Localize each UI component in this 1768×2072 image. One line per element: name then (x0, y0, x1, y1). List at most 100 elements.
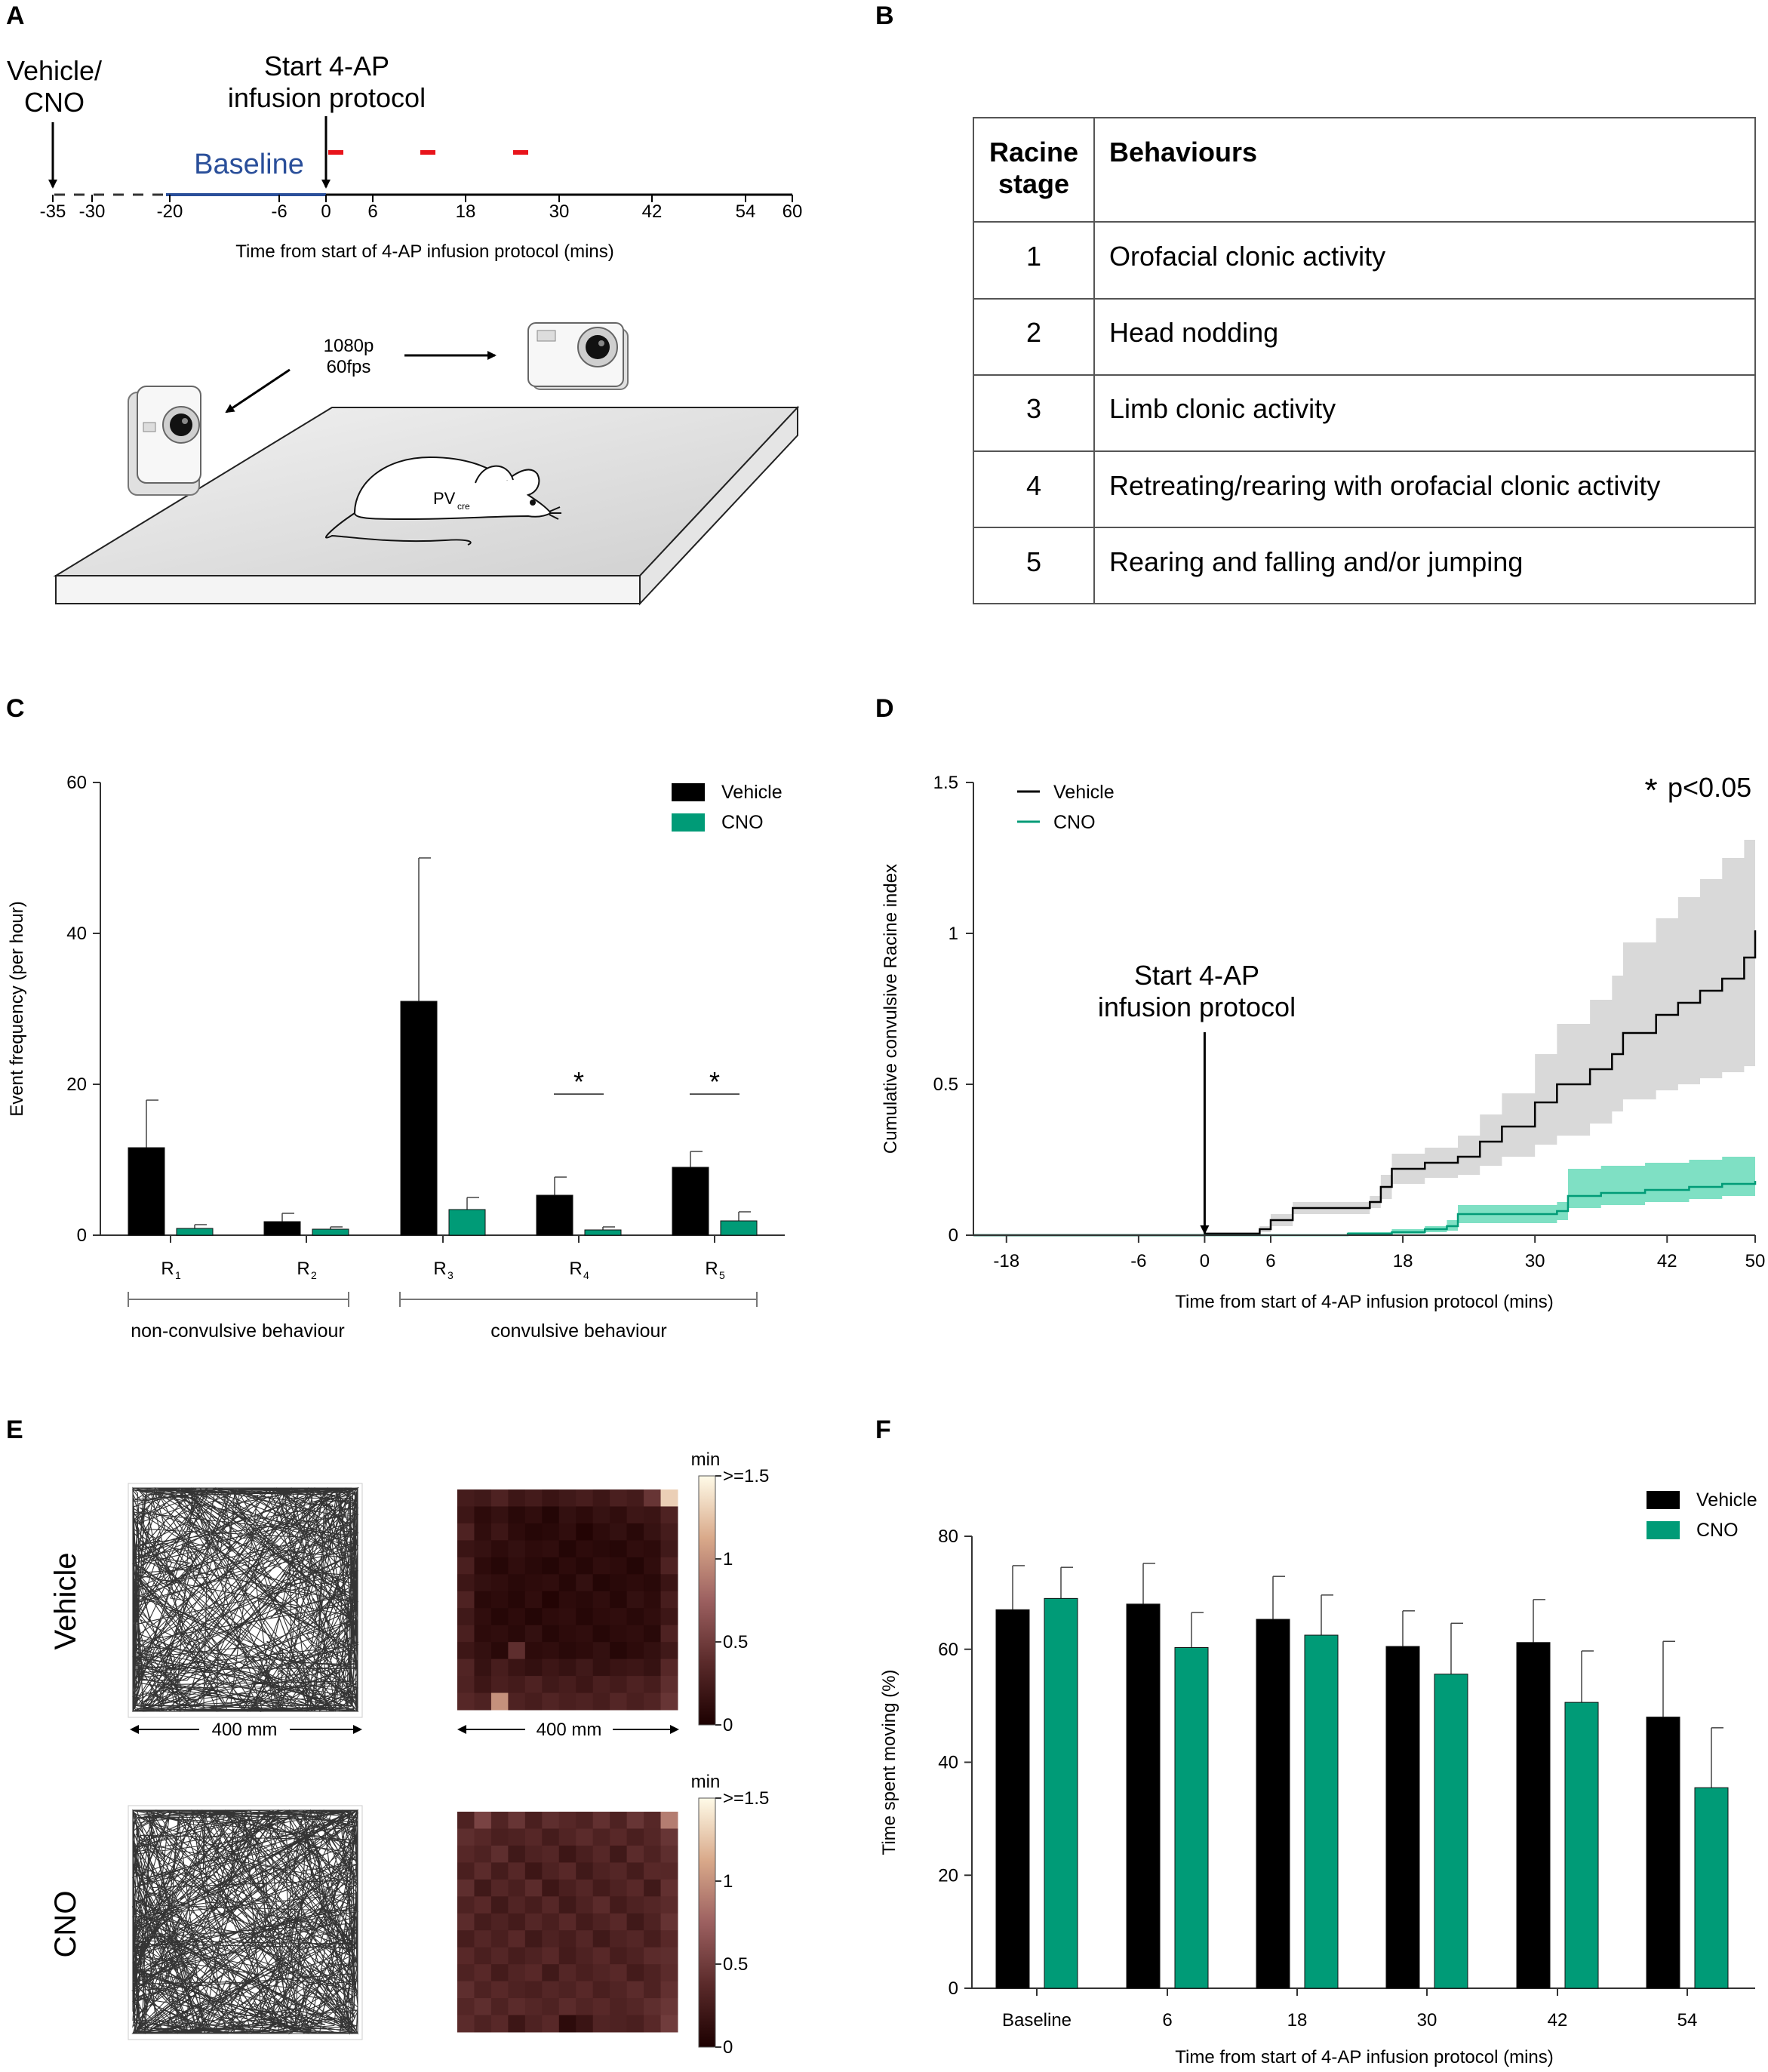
heatmap-cell (558, 1964, 577, 1982)
heatmap-cell (592, 2015, 610, 2033)
colorbar-tick-label: 1 (723, 1871, 733, 1892)
start-protocol-label-line2: infusion protocol (228, 82, 426, 113)
legend-swatch-cno (1647, 1521, 1680, 1539)
scale-arrowhead (457, 1725, 466, 1734)
heatmap-cell (626, 1489, 644, 1507)
heatmap-cell (660, 1659, 678, 1677)
bar-vehicle (1516, 1642, 1551, 1989)
panel-a: Vehicle/ CNO Start 4-AP infusion protoco… (7, 51, 803, 606)
heatmap-cell (592, 1896, 610, 1914)
heatmap-cell (644, 1947, 662, 1965)
arena-platform-side (639, 405, 798, 606)
heatmap-cell (558, 1828, 577, 1846)
bar-cno (1564, 1702, 1599, 1989)
table-header-stage-line1: Racine (989, 137, 1078, 168)
heatmap-cell (474, 1608, 492, 1626)
heatmap-cell (542, 1506, 560, 1524)
heatmap-cell (508, 1913, 526, 1931)
y-tick-label: 20 (66, 1074, 87, 1095)
heatmap-cell (558, 1557, 577, 1575)
vehicle-line (973, 930, 1757, 1237)
heatmap-cell (660, 1998, 678, 2016)
heatmap-cell (490, 1828, 509, 1846)
heatmap-cell (626, 1964, 644, 1982)
heatmap-cell (490, 1879, 509, 1897)
heatmap-cell (542, 1676, 560, 1694)
heatmap-cell (660, 1591, 678, 1609)
colorbar-tick-label: >=1.5 (723, 1788, 769, 1809)
heatmap-cell (474, 1506, 492, 1524)
heatmap-cell (644, 1574, 662, 1592)
start-protocol-label-line1: Start 4-AP (264, 51, 389, 81)
timeline-tick-label: 60 (783, 201, 803, 222)
heatmap-cell (457, 1659, 475, 1677)
heatmap-cell (576, 1812, 594, 1829)
bar-vehicle (263, 1221, 301, 1236)
heatmap-cell (626, 1574, 644, 1592)
heatmap-cell (524, 1642, 543, 1660)
heatmap-cell (592, 1659, 610, 1677)
bar-cno (312, 1228, 349, 1236)
heatmap-cell (542, 1964, 560, 1982)
heatmap-cell (558, 1540, 577, 1558)
heatmap-cell (610, 1676, 628, 1694)
colorbar-tick-label: 0 (723, 2037, 733, 2058)
heatmap-cell (524, 1828, 543, 1846)
heatmap-cell (457, 1574, 475, 1592)
heatmap-cell (457, 1964, 475, 1982)
x-tick-label: 42 (1548, 2010, 1568, 2030)
heatmap-cell (644, 2015, 662, 2033)
timeline-tick-label: -6 (271, 201, 287, 222)
heatmap-cell (660, 1947, 678, 1965)
colorbar-tick-label: 0.5 (723, 1632, 748, 1652)
heatmap-cell (610, 1964, 628, 1982)
heatmap-cell (558, 1489, 577, 1507)
mouse-label-sub: cre (457, 501, 470, 512)
heatmap-cell (610, 1692, 628, 1711)
heatmap-cell (626, 1828, 644, 1846)
heatmap-cell (660, 1896, 678, 1914)
heatmap-cell (542, 1896, 560, 1914)
heatmap-cell (474, 1947, 492, 1965)
camera-icon-left (128, 386, 201, 496)
heatmap-cell (508, 1998, 526, 2016)
heatmap-cell (508, 1523, 526, 1541)
heatmap-cell (626, 1659, 644, 1677)
heatmap-cell (558, 1845, 577, 1863)
heatmap-cell (592, 1489, 610, 1507)
arrow-label-line1: Start 4-AP (1134, 960, 1259, 991)
heatmap-cell (457, 1828, 475, 1846)
heatmap-cell (626, 1523, 644, 1541)
heatmap-cell (490, 1489, 509, 1507)
panel-label-e: E (6, 1416, 23, 1444)
heatmap-cell (490, 1608, 509, 1626)
heatmap-cell (610, 1642, 628, 1660)
heatmap-cell (457, 1812, 475, 1829)
heatmap-cell (660, 1625, 678, 1643)
x-tick-label: R (161, 1259, 174, 1279)
heatmap-cell (576, 1574, 594, 1592)
table-cell-stage: 3 (1026, 393, 1041, 424)
heatmap-cell (474, 1896, 492, 1914)
heatmap-cell (660, 1540, 678, 1558)
heatmap-cell (576, 1608, 594, 1626)
heatmap-cell (474, 1591, 492, 1609)
heatmap-cell (660, 1557, 678, 1575)
vehicle-sem-band (973, 831, 1755, 1235)
group-row-label: CNO (49, 1891, 82, 1958)
heatmap-cell (626, 1896, 644, 1914)
y-tick-label: 40 (938, 1753, 958, 1773)
heatmap-cell (457, 1489, 475, 1507)
bar-vehicle (1126, 1603, 1161, 1989)
table-cell-behaviour: Retreating/rearing with orofacial clonic… (1109, 470, 1660, 501)
bar-cno (176, 1228, 214, 1236)
heatmap-cell (610, 2015, 628, 2033)
legend-label: Vehicle (1053, 782, 1115, 803)
x-tick-label: R (569, 1259, 582, 1279)
bar-cno (1304, 1634, 1339, 1989)
heatmap-cell (592, 1540, 610, 1558)
table-cell-behaviour: Rearing and falling and/or jumping (1109, 546, 1523, 577)
heatmap-cell (558, 1930, 577, 1948)
heatmap-cell (644, 1845, 662, 1863)
timeline-tick-label: 42 (642, 201, 663, 222)
